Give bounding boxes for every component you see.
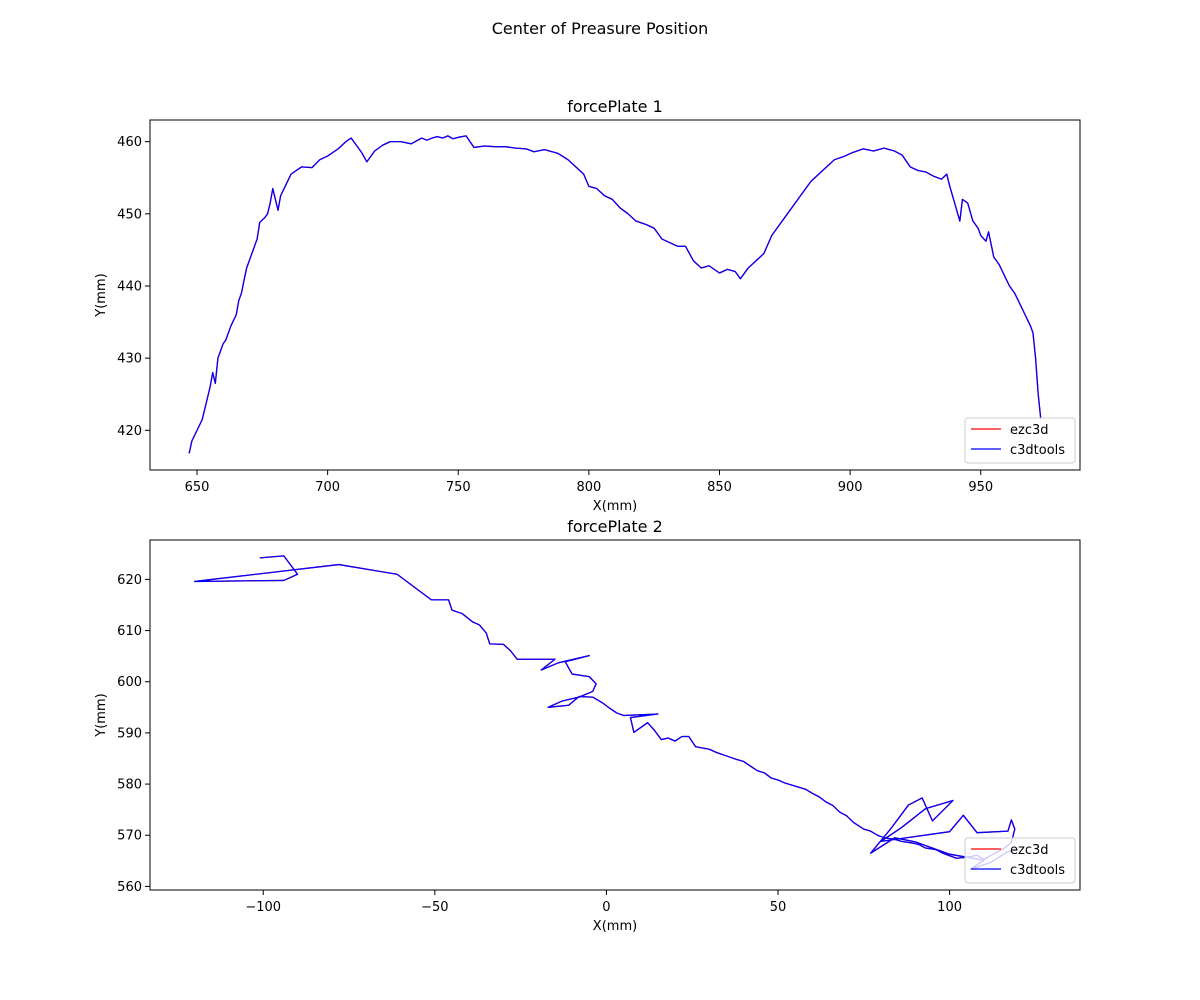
series-line-c3dtools <box>193 555 1019 871</box>
series-line-ezc3d <box>188 135 1042 454</box>
y-tick-label: 610 <box>117 624 142 639</box>
y-tick-label: 560 <box>117 880 142 895</box>
x-tick-label: 950 <box>968 480 993 495</box>
y-tick-label: 460 <box>117 135 142 150</box>
x-tick-label: 750 <box>446 480 471 495</box>
y-tick-label: 590 <box>117 726 142 741</box>
legend: ezc3d c3dtools <box>964 837 1076 884</box>
y-tick-label: 620 <box>117 573 142 588</box>
plot-area: 650 700 750 800 850 900 950 420 430 440 450 460 <box>117 119 1081 495</box>
y-tick-label: 440 <box>117 279 142 294</box>
subplot-forceplate-1: forcePlate 1 650 700 750 800 850 900 950 420 430… <box>94 97 1081 514</box>
y-tick-label: 580 <box>117 778 142 793</box>
x-tick-label: 50 <box>770 900 787 915</box>
y-tick-label: 450 <box>117 207 142 222</box>
x-axis-label: X(mm) <box>593 919 637 934</box>
y-tick-label: 430 <box>117 352 142 367</box>
y-axis-label: Y(mm) <box>94 273 109 317</box>
axes-frame <box>149 119 1081 471</box>
x-tick-label: −50 <box>421 900 448 915</box>
axes-frame <box>149 539 1081 891</box>
figure-title: Center of Preasure Position <box>492 19 709 38</box>
plot-area: −100 −50 0 50 100 560 570 580 590 600 610 620 <box>117 539 1081 915</box>
x-tick-label: 650 <box>185 480 210 495</box>
legend-label-c3dtools: c3dtools <box>1010 863 1065 878</box>
x-axis-label: X(mm) <box>593 499 637 514</box>
x-tick-label: 900 <box>838 480 863 495</box>
subplot-title: forcePlate 2 <box>567 517 663 536</box>
x-tick-label: −100 <box>245 900 281 915</box>
legend-label-ezc3d: ezc3d <box>1010 423 1049 438</box>
y-axis-label: Y(mm) <box>94 693 109 737</box>
x-tick-label: 800 <box>576 480 601 495</box>
subplot-title: forcePlate 1 <box>567 97 663 116</box>
x-tick-label: 0 <box>602 900 610 915</box>
x-tick-label: 100 <box>937 900 962 915</box>
x-tick-label: 700 <box>315 480 340 495</box>
series-line-c3dtools <box>188 135 1042 454</box>
legend: ezc3d c3dtools <box>964 417 1076 464</box>
y-tick-label: 420 <box>117 424 142 439</box>
y-tick-label: 570 <box>117 829 142 844</box>
legend-label-ezc3d: ezc3d <box>1010 843 1049 858</box>
subplot-forceplate-2: forcePlate 2 −100 −50 0 50 100 560 570 580 590 60… <box>94 517 1081 934</box>
y-tick-label: 600 <box>117 675 142 690</box>
x-tick-label: 850 <box>707 480 732 495</box>
legend-label-c3dtools: c3dtools <box>1010 443 1065 458</box>
